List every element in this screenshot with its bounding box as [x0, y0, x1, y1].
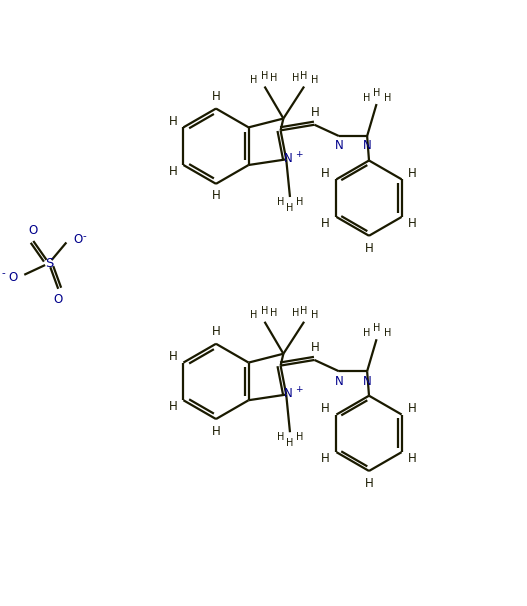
Text: O: O: [28, 224, 37, 237]
Text: H: H: [277, 197, 285, 207]
Text: H: H: [286, 203, 294, 213]
Text: O: O: [73, 233, 83, 247]
Text: H: H: [286, 438, 294, 448]
Text: H: H: [373, 88, 380, 98]
Text: H: H: [169, 164, 178, 178]
Text: H: H: [321, 452, 330, 465]
Text: H: H: [373, 323, 380, 333]
Text: H: H: [365, 477, 374, 490]
Text: H: H: [408, 217, 417, 230]
Text: H: H: [277, 433, 285, 442]
Text: H: H: [212, 189, 220, 202]
Text: H: H: [311, 310, 319, 321]
Text: H: H: [169, 115, 178, 128]
Text: H: H: [311, 341, 320, 355]
Text: S: S: [45, 257, 53, 270]
Text: H: H: [270, 73, 278, 83]
Text: H: H: [384, 328, 391, 338]
Text: N: N: [284, 387, 292, 400]
Text: H: H: [300, 70, 308, 81]
Text: H: H: [212, 90, 220, 103]
Text: H: H: [408, 402, 417, 415]
Text: H: H: [408, 452, 417, 465]
Text: N: N: [363, 139, 372, 153]
Text: N: N: [335, 375, 344, 388]
Text: H: H: [311, 75, 319, 85]
Text: H: H: [311, 106, 320, 119]
Text: H: H: [169, 400, 178, 413]
Text: H: H: [321, 167, 330, 179]
Text: +: +: [295, 385, 302, 394]
Text: H: H: [212, 425, 220, 438]
Text: H: H: [292, 73, 299, 83]
Text: H: H: [292, 308, 299, 318]
Text: H: H: [250, 75, 258, 85]
Text: H: H: [365, 242, 374, 255]
Text: H: H: [169, 350, 178, 363]
Text: H: H: [212, 325, 220, 338]
Text: H: H: [250, 310, 258, 321]
Text: -: -: [2, 268, 5, 278]
Text: O: O: [8, 271, 17, 284]
Text: H: H: [296, 433, 304, 442]
Text: H: H: [296, 197, 304, 207]
Text: N: N: [335, 139, 344, 153]
Text: +: +: [295, 150, 302, 159]
Text: -: -: [83, 231, 86, 241]
Text: H: H: [364, 93, 371, 103]
Text: H: H: [270, 308, 278, 318]
Text: H: H: [321, 402, 330, 415]
Text: H: H: [364, 328, 371, 338]
Text: H: H: [261, 70, 268, 81]
Text: H: H: [261, 306, 268, 316]
Text: H: H: [408, 167, 417, 179]
Text: H: H: [300, 306, 308, 316]
Text: O: O: [54, 293, 63, 306]
Text: N: N: [363, 375, 372, 388]
Text: H: H: [384, 93, 391, 103]
Text: N: N: [284, 152, 292, 165]
Text: H: H: [321, 217, 330, 230]
